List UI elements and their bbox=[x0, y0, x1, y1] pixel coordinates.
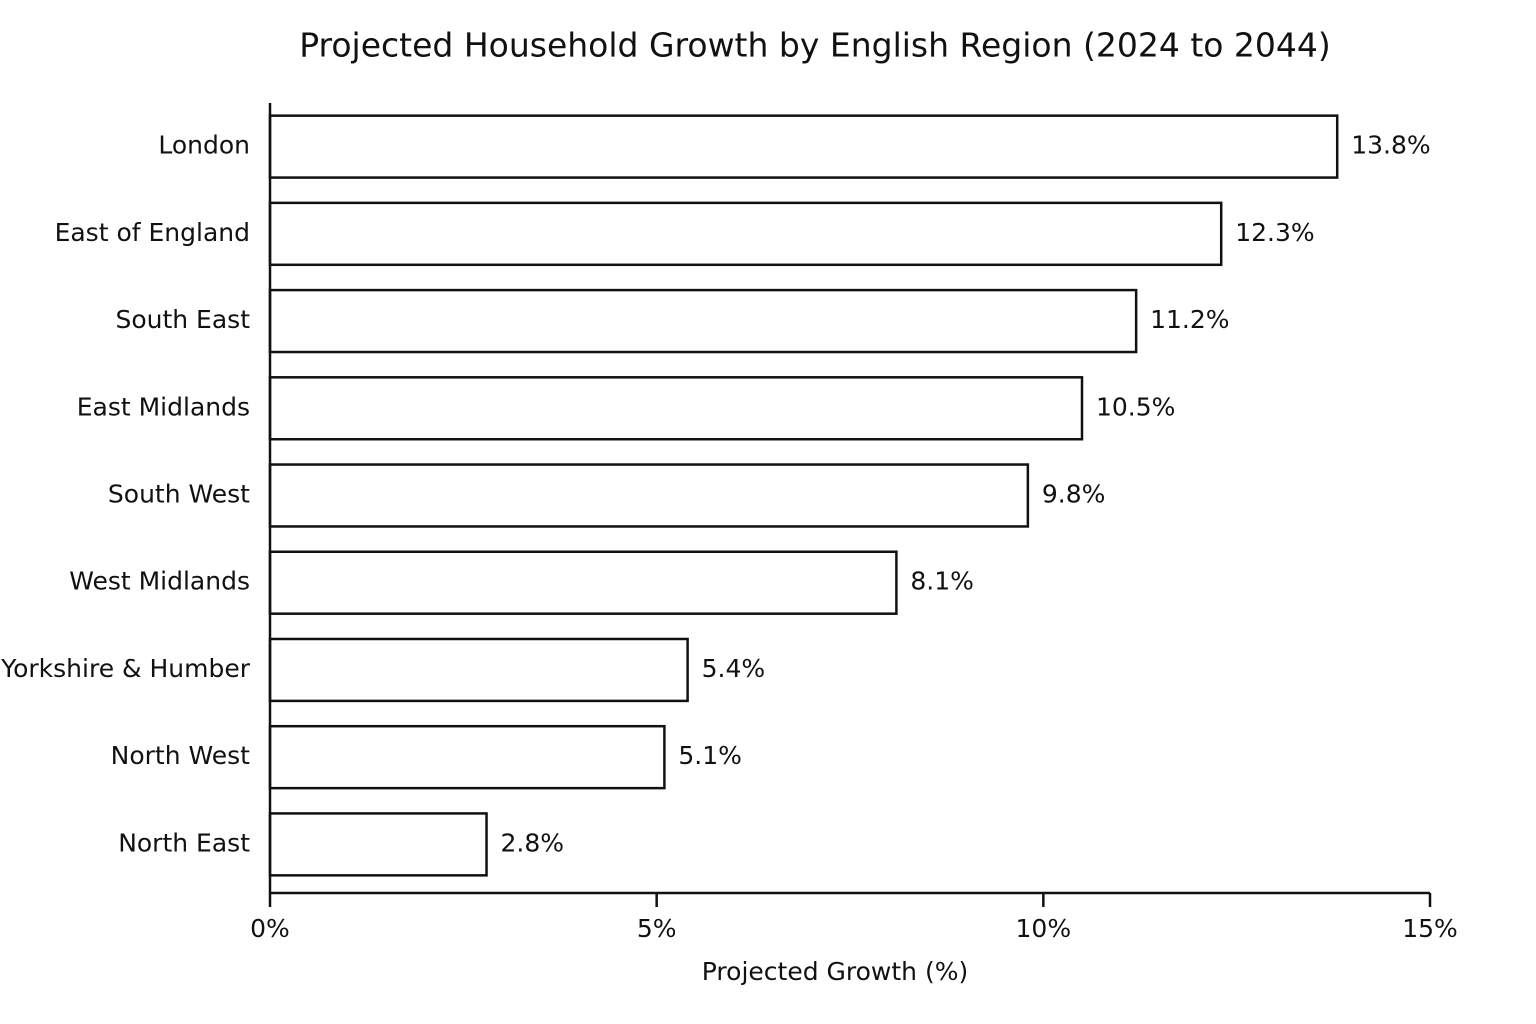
value-label: 5.1% bbox=[678, 741, 742, 770]
x-tick-label: 10% bbox=[1016, 914, 1072, 943]
y-tick-label: West Midlands bbox=[69, 567, 250, 596]
y-tick-label: East of England bbox=[55, 218, 250, 247]
bar bbox=[268, 376, 1084, 441]
bar bbox=[268, 812, 488, 877]
y-tick-label: North East bbox=[118, 828, 250, 857]
value-label: 10.5% bbox=[1096, 392, 1175, 421]
value-label: 12.3% bbox=[1235, 218, 1314, 247]
bar bbox=[268, 463, 1030, 528]
bar bbox=[268, 637, 689, 703]
y-tick-label: Yorkshire & Humber bbox=[0, 654, 251, 683]
y-tick-label: North West bbox=[111, 741, 251, 770]
y-tick-label: East Midlands bbox=[77, 392, 250, 421]
value-label: 5.4% bbox=[702, 654, 766, 683]
value-label: 8.1% bbox=[910, 567, 974, 596]
chart-title: Projected Household Growth by English Re… bbox=[299, 26, 1331, 65]
value-label: 13.8% bbox=[1351, 131, 1430, 160]
x-tick-label: 15% bbox=[1402, 914, 1458, 943]
bar bbox=[268, 724, 666, 790]
bar bbox=[268, 201, 1223, 267]
y-tick-label: South East bbox=[115, 305, 250, 334]
value-label: 9.8% bbox=[1042, 480, 1106, 509]
y-tick-label: South West bbox=[108, 480, 250, 509]
x-axis-label: Projected Growth (%) bbox=[702, 957, 968, 986]
x-tick-label: 0% bbox=[250, 914, 290, 943]
y-tick-label: London bbox=[158, 131, 250, 160]
x-tick-label: 5% bbox=[637, 914, 677, 943]
bar bbox=[268, 550, 898, 615]
value-label: 11.2% bbox=[1150, 305, 1229, 334]
bar bbox=[268, 114, 1339, 179]
bar bbox=[268, 288, 1138, 354]
value-label: 2.8% bbox=[501, 828, 565, 857]
